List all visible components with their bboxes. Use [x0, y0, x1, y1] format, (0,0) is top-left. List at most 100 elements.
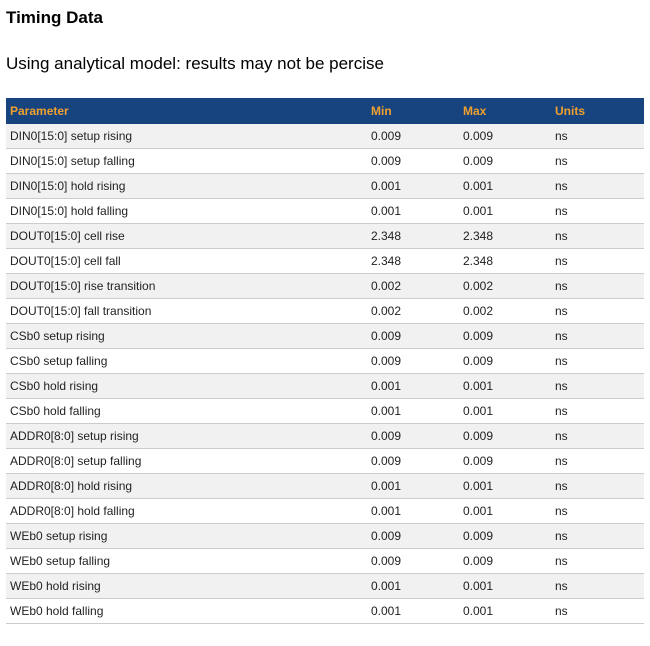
- cell-units: ns: [551, 448, 644, 474]
- table-row: DOUT0[15:0] cell fall 2.348 2.348 ns: [6, 248, 644, 274]
- cell-units: ns: [551, 298, 644, 324]
- table-row: ADDR0[8:0] hold rising 0.001 0.001 ns: [6, 473, 644, 499]
- cell-parameter: DOUT0[15:0] rise transition: [6, 273, 367, 299]
- cell-units: ns: [551, 498, 644, 524]
- table-row: ADDR0[8:0] hold falling 0.001 0.001 ns: [6, 498, 644, 524]
- cell-units: ns: [551, 523, 644, 549]
- cell-max: 0.001: [459, 198, 551, 224]
- table-header-row: Parameter Min Max Units: [6, 98, 644, 124]
- cell-parameter: ADDR0[8:0] hold falling: [6, 498, 367, 524]
- cell-units: ns: [551, 423, 644, 449]
- table-row: ADDR0[8:0] setup rising 0.009 0.009 ns: [6, 423, 644, 449]
- cell-parameter: CSb0 hold rising: [6, 373, 367, 399]
- cell-parameter: WEb0 hold rising: [6, 573, 367, 599]
- cell-parameter: CSb0 setup falling: [6, 348, 367, 374]
- cell-parameter: DIN0[15:0] hold rising: [6, 173, 367, 199]
- cell-parameter: CSb0 setup rising: [6, 323, 367, 349]
- cell-min: 0.001: [367, 473, 459, 499]
- cell-min: 0.001: [367, 198, 459, 224]
- cell-parameter: ADDR0[8:0] setup falling: [6, 448, 367, 474]
- cell-max: 0.002: [459, 273, 551, 299]
- cell-min: 0.009: [367, 423, 459, 449]
- cell-max: 0.002: [459, 298, 551, 324]
- table-row: DOUT0[15:0] rise transition 0.002 0.002 …: [6, 273, 644, 299]
- cell-max: 0.009: [459, 523, 551, 549]
- cell-max: 0.001: [459, 598, 551, 624]
- cell-parameter: CSb0 hold falling: [6, 398, 367, 424]
- table-row: ADDR0[8:0] setup falling 0.009 0.009 ns: [6, 448, 644, 474]
- table-row: CSb0 setup falling 0.009 0.009 ns: [6, 348, 644, 374]
- page-title: Timing Data: [6, 8, 103, 27]
- cell-min: 0.002: [367, 273, 459, 299]
- cell-max: 0.001: [459, 473, 551, 499]
- cell-min: 0.009: [367, 323, 459, 349]
- cell-units: ns: [551, 573, 644, 599]
- cell-max: 0.009: [459, 548, 551, 574]
- cell-max: 2.348: [459, 248, 551, 274]
- cell-parameter: WEb0 setup falling: [6, 548, 367, 574]
- cell-max: 0.009: [459, 423, 551, 449]
- cell-parameter: DIN0[15:0] setup falling: [6, 148, 367, 174]
- cell-units: ns: [551, 598, 644, 624]
- cell-units: ns: [551, 124, 644, 149]
- cell-min: 0.001: [367, 173, 459, 199]
- cell-parameter: DIN0[15:0] setup rising: [6, 124, 367, 149]
- cell-units: ns: [551, 548, 644, 574]
- cell-max: 0.001: [459, 373, 551, 399]
- cell-min: 2.348: [367, 248, 459, 274]
- cell-min: 0.009: [367, 548, 459, 574]
- cell-units: ns: [551, 173, 644, 199]
- cell-min: 0.001: [367, 398, 459, 424]
- cell-units: ns: [551, 348, 644, 374]
- cell-min: 0.009: [367, 523, 459, 549]
- cell-min: 2.348: [367, 223, 459, 249]
- column-header-parameter: Parameter: [6, 98, 367, 124]
- cell-min: 0.009: [367, 148, 459, 174]
- cell-max: 0.001: [459, 573, 551, 599]
- table-row: DIN0[15:0] hold rising 0.001 0.001 ns: [6, 173, 644, 199]
- table-row: DIN0[15:0] setup falling 0.009 0.009 ns: [6, 148, 644, 174]
- cell-max: 0.009: [459, 323, 551, 349]
- cell-units: ns: [551, 473, 644, 499]
- cell-parameter: DOUT0[15:0] cell fall: [6, 248, 367, 274]
- table-body: DIN0[15:0] setup rising 0.009 0.009 ns D…: [6, 124, 644, 624]
- cell-parameter: DIN0[15:0] hold falling: [6, 198, 367, 224]
- cell-min: 0.001: [367, 498, 459, 524]
- cell-units: ns: [551, 398, 644, 424]
- cell-units: ns: [551, 223, 644, 249]
- table-row: DIN0[15:0] setup rising 0.009 0.009 ns: [6, 124, 644, 149]
- column-header-min: Min: [367, 98, 459, 124]
- cell-min: 0.009: [367, 448, 459, 474]
- cell-min: 0.001: [367, 598, 459, 624]
- table-row: WEb0 setup rising 0.009 0.009 ns: [6, 523, 644, 549]
- cell-units: ns: [551, 248, 644, 274]
- table-row: WEb0 hold rising 0.001 0.001 ns: [6, 573, 644, 599]
- cell-parameter: WEb0 hold falling: [6, 598, 367, 624]
- table-row: CSb0 setup rising 0.009 0.009 ns: [6, 323, 644, 349]
- cell-max: 0.009: [459, 448, 551, 474]
- cell-parameter: WEb0 setup rising: [6, 523, 367, 549]
- column-header-max: Max: [459, 98, 551, 124]
- cell-min: 0.002: [367, 298, 459, 324]
- table-row: CSb0 hold rising 0.001 0.001 ns: [6, 373, 644, 399]
- cell-max: 0.009: [459, 148, 551, 174]
- table-row: DOUT0[15:0] fall transition 0.002 0.002 …: [6, 298, 644, 324]
- cell-parameter: ADDR0[8:0] hold rising: [6, 473, 367, 499]
- cell-min: 0.009: [367, 124, 459, 149]
- cell-units: ns: [551, 273, 644, 299]
- cell-parameter: DOUT0[15:0] fall transition: [6, 298, 367, 324]
- cell-max: 0.009: [459, 348, 551, 374]
- timing-report-page: Timing Data Using analytical model: resu…: [6, 8, 644, 624]
- cell-units: ns: [551, 373, 644, 399]
- cell-min: 0.009: [367, 348, 459, 374]
- cell-parameter: DOUT0[15:0] cell rise: [6, 223, 367, 249]
- cell-parameter: ADDR0[8:0] setup rising: [6, 423, 367, 449]
- cell-min: 0.001: [367, 373, 459, 399]
- cell-max: 0.009: [459, 124, 551, 149]
- cell-units: ns: [551, 148, 644, 174]
- column-header-units: Units: [551, 98, 644, 124]
- cell-max: 0.001: [459, 498, 551, 524]
- table-row: DOUT0[15:0] cell rise 2.348 2.348 ns: [6, 223, 644, 249]
- cell-units: ns: [551, 323, 644, 349]
- page-subtitle: Using analytical model: results may not …: [6, 54, 384, 73]
